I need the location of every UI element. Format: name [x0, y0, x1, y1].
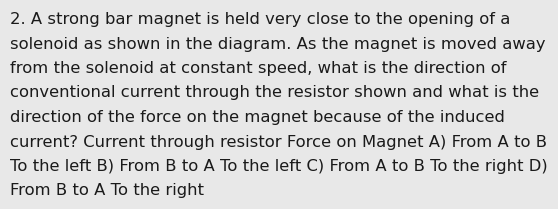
Text: To the left B) From B to A To the left C) From A to B To the right D): To the left B) From B to A To the left C… — [10, 159, 548, 174]
Text: solenoid as shown in the diagram. As the magnet is moved away: solenoid as shown in the diagram. As the… — [10, 37, 546, 51]
Text: current? Current through resistor Force on Magnet A) From A to B: current? Current through resistor Force … — [10, 135, 547, 149]
Text: From B to A To the right: From B to A To the right — [10, 184, 204, 199]
Text: 2. A strong bar magnet is held very close to the opening of a: 2. A strong bar magnet is held very clos… — [10, 12, 511, 27]
Text: conventional current through the resistor shown and what is the: conventional current through the resisto… — [10, 85, 539, 101]
Text: direction of the force on the magnet because of the induced: direction of the force on the magnet bec… — [10, 110, 505, 125]
Text: from the solenoid at constant speed, what is the direction of: from the solenoid at constant speed, wha… — [10, 61, 507, 76]
